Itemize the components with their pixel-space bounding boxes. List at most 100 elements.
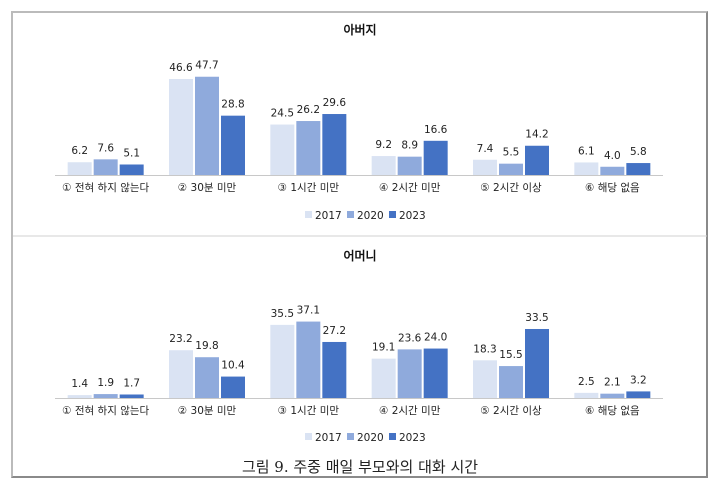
bar-2020 (296, 121, 321, 175)
data-label: 1.9 (97, 377, 114, 389)
data-label: 24.5 (271, 108, 294, 120)
bar-2023 (626, 163, 651, 175)
data-label: 3.2 (630, 374, 647, 386)
bar-2023 (119, 164, 144, 175)
data-label: 5.5 (503, 147, 520, 159)
data-label: 5.8 (630, 146, 647, 158)
data-label: 29.6 (323, 97, 347, 109)
bar-2023 (221, 376, 245, 398)
bar-2017 (473, 360, 497, 398)
bar-2023 (525, 145, 549, 175)
bar-2020 (296, 321, 321, 398)
bar-2020 (93, 159, 118, 175)
category-label: ⑤ 2시간 이상 (480, 405, 542, 417)
bar-2017 (169, 79, 193, 175)
category-label: ③ 1시간 미만 (278, 405, 340, 417)
category-label: ⑥ 해당 없음 (585, 181, 640, 194)
legend-label: 2020 (357, 210, 384, 222)
chart-panel-1: 아버지 6.2 7.6 5.1 ① 전혀 하지 않는다 46.6 47.7 28.8 ② 30분… (55, 22, 663, 222)
legend-swatch-2020 (347, 211, 354, 218)
data-label: 5.1 (123, 147, 140, 159)
bar-2020 (397, 349, 422, 398)
legend-label: 2023 (399, 432, 426, 444)
category-label: ⑥ 해당 없음 (585, 404, 640, 417)
figure-caption: 그림 9. 주중 매일 부모와의 대화 시간 (242, 458, 478, 476)
data-label: 4.0 (604, 150, 621, 162)
legend-label: 2020 (357, 432, 384, 444)
data-label: 35.5 (271, 308, 294, 320)
data-label: 24.0 (424, 332, 447, 344)
data-label: 6.1 (578, 145, 595, 157)
bar-2017 (371, 358, 396, 398)
bar-2017 (574, 392, 599, 398)
data-label: 23.2 (169, 333, 192, 345)
chart-title: 어머니 (343, 248, 376, 263)
bar-2020 (195, 357, 219, 398)
bar-2023 (525, 328, 549, 398)
bar-2017 (371, 156, 396, 175)
category-label: ② 30분 미만 (178, 405, 237, 417)
chart-title: 아버지 (343, 22, 376, 37)
legend-swatch-2017 (305, 211, 312, 218)
legend-label: 2017 (315, 210, 342, 222)
data-label: 14.2 (525, 129, 548, 141)
legend: 2017 2020 2023 (305, 432, 426, 444)
data-label: 6.2 (71, 145, 88, 157)
legend-swatch-2023 (389, 211, 396, 218)
bar-2017 (574, 162, 599, 175)
data-label: 26.2 (297, 104, 320, 116)
data-label: 8.9 (401, 140, 418, 152)
category-label: ① 전혀 하지 않는다 (62, 181, 149, 194)
legend-label: 2023 (399, 210, 426, 222)
bar-2017 (169, 350, 193, 398)
legend-swatch-2017 (305, 433, 312, 440)
bar-2020 (499, 163, 523, 175)
legend-swatch-2023 (389, 433, 396, 440)
data-label: 2.5 (578, 376, 595, 388)
bar-2017 (270, 124, 295, 175)
bar-2020 (600, 393, 625, 398)
data-label: 16.6 (424, 124, 448, 136)
bar-2017 (270, 324, 295, 398)
category-label: ④ 2시간 미만 (379, 405, 441, 417)
bar-2017 (67, 162, 92, 175)
data-label: 18.3 (473, 343, 496, 355)
data-label: 15.5 (499, 349, 522, 361)
data-label: 19.1 (372, 342, 395, 354)
data-label: 28.8 (221, 99, 244, 111)
bar-2020 (397, 156, 422, 175)
bar-2023 (626, 391, 651, 398)
category-label: ③ 1시간 미만 (278, 182, 340, 194)
data-label: 9.2 (375, 139, 392, 151)
bar-2020 (195, 76, 219, 175)
data-label: 19.8 (195, 340, 218, 352)
bar-2023 (423, 140, 448, 175)
bar-2020 (499, 366, 523, 398)
data-label: 33.5 (525, 312, 548, 324)
legend-swatch-2020 (347, 433, 354, 440)
bar-2023 (322, 114, 347, 175)
data-label: 1.4 (71, 378, 88, 390)
figure-frame (11, 11, 708, 478)
legend: 2017 2020 2023 (305, 210, 426, 222)
category-label: ④ 2시간 미만 (379, 182, 441, 194)
data-label: 23.6 (398, 332, 422, 344)
bar-2023 (119, 394, 144, 398)
bar-2023 (423, 348, 448, 398)
data-label: 37.1 (297, 305, 320, 317)
chart-panel-2: 어머니 1.4 1.9 1.7 ① 전혀 하지 않는다 23.219.810.4 ② 30분… (55, 248, 663, 444)
bar-2017 (473, 159, 497, 175)
bar-2023 (322, 341, 347, 398)
data-label: 10.4 (221, 360, 245, 372)
category-label: ⑤ 2시간 이상 (480, 182, 542, 194)
category-label: ② 30분 미만 (178, 182, 237, 194)
data-label: 46.6 (169, 62, 193, 74)
data-label: 7.4 (477, 143, 494, 155)
bar-2020 (600, 166, 625, 175)
data-label: 7.6 (97, 142, 114, 154)
data-label: 2.1 (604, 377, 621, 389)
data-label: 27.2 (323, 325, 346, 337)
data-label: 1.7 (123, 377, 140, 389)
bar-2023 (221, 115, 245, 175)
